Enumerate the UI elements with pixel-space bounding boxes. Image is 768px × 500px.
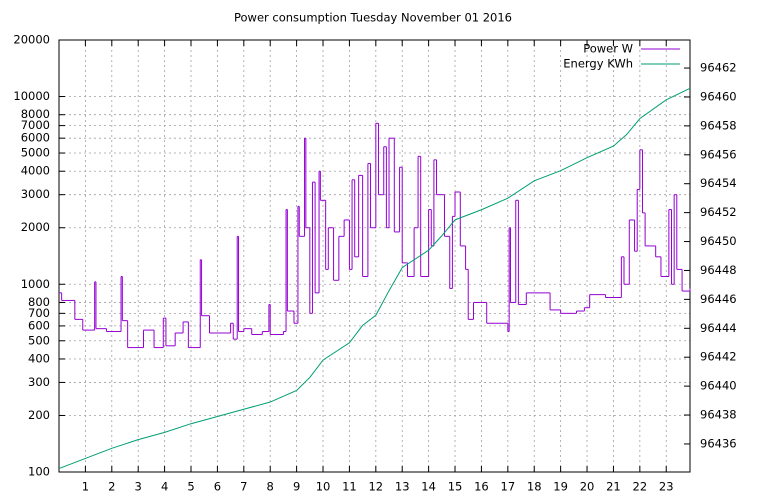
x-tick-label: 15 xyxy=(448,480,463,494)
x-tick-label: 5 xyxy=(187,480,194,494)
x-tick-label: 4 xyxy=(161,480,168,494)
x-tick-label: 19 xyxy=(553,480,568,494)
y-tick-label: 400 xyxy=(28,351,50,365)
y2-tick-label: 96458 xyxy=(700,118,737,132)
x-tick-label: 23 xyxy=(659,480,674,494)
x-tick-label: 22 xyxy=(633,480,648,494)
y-tick-label: 8000 xyxy=(21,107,50,121)
y2-tick-label: 96438 xyxy=(700,408,737,422)
y-tick-label: 300 xyxy=(28,375,50,389)
y-tick-label: 20000 xyxy=(13,33,50,47)
x-tick-label: 13 xyxy=(395,480,410,494)
x-tick-label: 16 xyxy=(474,480,489,494)
x-tick-label: 9 xyxy=(293,480,300,494)
y-tick-label: 100 xyxy=(28,465,50,479)
x-tick-label: 12 xyxy=(368,480,383,494)
y2-tick-label: 96454 xyxy=(700,176,737,190)
x-tick-label: 7 xyxy=(240,480,247,494)
y2-tick-label: 96444 xyxy=(700,321,737,335)
x-tick-label: 11 xyxy=(342,480,357,494)
y2-tick-label: 96462 xyxy=(700,61,737,75)
x-tick-label: 21 xyxy=(606,480,621,494)
y-tick-label: 3000 xyxy=(21,187,50,201)
y-tick-label: 200 xyxy=(28,408,50,422)
x-tick-label: 20 xyxy=(580,480,595,494)
y-tick-label: 700 xyxy=(28,306,50,320)
y-tick-label: 5000 xyxy=(21,146,50,160)
series-line xyxy=(58,87,691,469)
y-tick-label: 2000 xyxy=(21,220,50,234)
x-tick-label: 10 xyxy=(316,480,331,494)
y2-tick-label: 96440 xyxy=(700,379,737,393)
y-tick-label: 4000 xyxy=(21,164,50,178)
y2-tick-label: 96450 xyxy=(700,234,737,248)
x-tick-label: 2 xyxy=(108,480,115,494)
y-tick-label: 600 xyxy=(28,318,50,332)
y-tick-label: 10000 xyxy=(13,89,50,103)
step-connector xyxy=(61,123,691,348)
x-tick-label: 17 xyxy=(501,480,516,494)
y2-tick-label: 96446 xyxy=(700,292,737,306)
y-tick-label: 800 xyxy=(28,295,50,309)
y2-tick-label: 96442 xyxy=(700,350,737,364)
y2-tick-label: 96448 xyxy=(700,263,737,277)
y-tick-label: 500 xyxy=(28,333,50,347)
y-tick-label: 7000 xyxy=(21,118,50,132)
y-tick-label: 6000 xyxy=(21,131,50,145)
y2-tick-label: 96456 xyxy=(700,147,737,161)
y2-tick-label: 96460 xyxy=(700,89,737,103)
x-tick-label: 14 xyxy=(421,480,436,494)
y-tick-label: 1000 xyxy=(21,277,50,291)
legend-label: Energy KWh xyxy=(563,57,633,71)
x-tick-label: 6 xyxy=(214,480,221,494)
y2-tick-label: 96436 xyxy=(700,436,737,450)
legend-label: Power W xyxy=(583,42,633,56)
x-tick-label: 8 xyxy=(267,480,274,494)
y2-tick-label: 96452 xyxy=(700,205,737,219)
x-tick-label: 18 xyxy=(527,480,542,494)
x-tick-label: 1 xyxy=(82,480,89,494)
x-tick-label: 3 xyxy=(135,480,142,494)
chart-title: Power consumption Tuesday November 01 20… xyxy=(234,11,512,25)
plot-frame xyxy=(58,39,691,473)
